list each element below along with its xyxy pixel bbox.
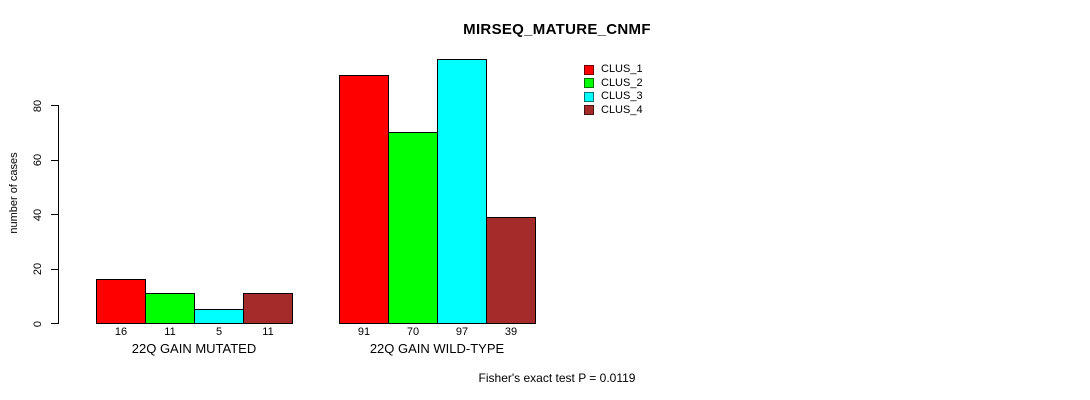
- legend-label-clus2: CLUS_2: [601, 76, 643, 89]
- legend-label-clus1: CLUS_1: [601, 63, 643, 76]
- group-label-mutated: 22Q GAIN MUTATED: [131, 341, 257, 356]
- y-axis-tick: [51, 268, 58, 270]
- bar-value-label: 16: [114, 326, 128, 338]
- y-tick-label: 40: [32, 208, 44, 221]
- bar-value-label: 97: [455, 326, 469, 338]
- fisher-test-annotation: Fisher's exact test P = 0.0119: [478, 371, 636, 385]
- y-tick-label: 60: [32, 153, 44, 167]
- bar-clus_2-group1: [145, 293, 195, 324]
- y-tick-label: 20: [32, 262, 44, 276]
- bar-clus_3-group1: [194, 309, 244, 324]
- y-axis-tick: [51, 105, 58, 106]
- bar-value-label: 70: [406, 326, 420, 338]
- legend-item-clus1: CLUS_1: [584, 63, 643, 77]
- y-axis-tick: [51, 323, 58, 324]
- legend-swatch-clus4: [584, 105, 594, 116]
- bar-clus_1-group1: [96, 279, 146, 324]
- y-axis-tick: [51, 159, 58, 161]
- bar-value-label: 11: [164, 326, 176, 338]
- bar-value-label: 11: [262, 326, 274, 338]
- legend: CLUS_1 CLUS_2 CLUS_3 CLUS_4: [584, 63, 643, 117]
- legend-swatch-clus1: [584, 64, 594, 75]
- legend-label-clus4: CLUS_4: [601, 103, 643, 116]
- bar-value-label: 39: [504, 326, 518, 338]
- y-tick-label: 80: [32, 99, 44, 112]
- y-axis-tick: [51, 214, 58, 215]
- legend-swatch-clus3: [584, 91, 594, 102]
- y-tick-label: 0: [32, 320, 44, 327]
- legend-item-clus2: CLUS_2: [584, 77, 643, 91]
- bar-clus_4-group2: [486, 216, 536, 324]
- chart-title: MIRSEQ_MATURE_CNMF: [463, 21, 651, 38]
- legend-item-clus4: CLUS_4: [584, 104, 643, 118]
- bar-clus_1-group2: [339, 75, 389, 324]
- bar-clus_2-group2: [388, 132, 438, 324]
- legend-item-clus3: CLUS_3: [584, 90, 643, 104]
- bar-value-label: 5: [215, 326, 223, 338]
- bar-clus_4-group1: [243, 293, 293, 324]
- bar-clus_3-group2: [437, 58, 487, 324]
- y-axis-line: [58, 105, 59, 324]
- group-label-wild-type: 22Q GAIN WILD-TYPE: [369, 341, 505, 356]
- legend-label-clus3: CLUS_3: [601, 90, 643, 103]
- legend-swatch-clus2: [584, 78, 594, 89]
- bar-value-label: 91: [357, 326, 371, 338]
